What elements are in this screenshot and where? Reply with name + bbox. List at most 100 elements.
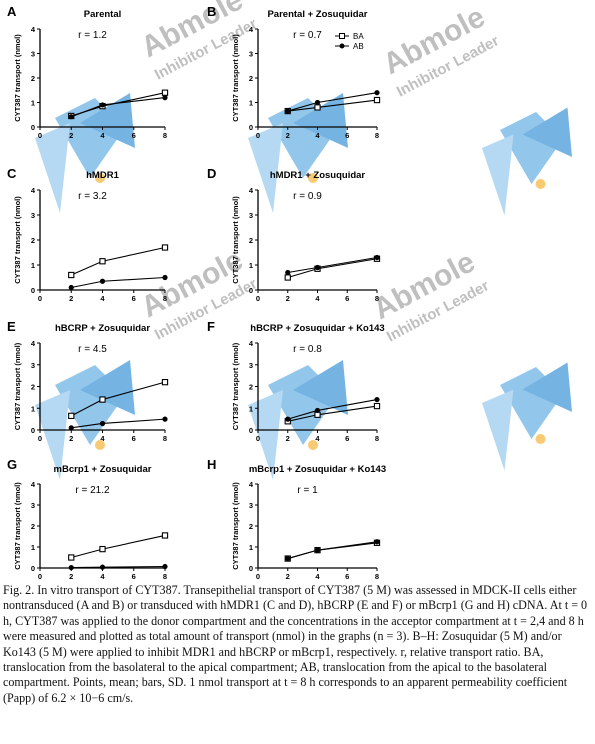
ratio-annotation: r = 1 xyxy=(297,485,318,496)
x-tick-label: 2 xyxy=(286,131,290,140)
chart-panel-b: B Parental + Zosuquidar r = 0.7 0 1 2 3 4 0 2 4 6 8 C… xyxy=(207,4,381,140)
y-tick-label: 3 xyxy=(31,361,35,370)
watermark-shape xyxy=(80,93,135,148)
x-tick-label: 2 xyxy=(286,294,290,303)
y-tick-label: 4 xyxy=(31,25,36,34)
y-tick-label: 2 xyxy=(249,383,253,392)
y-tick-label: 1 xyxy=(31,543,35,552)
x-tick-label: 6 xyxy=(345,131,349,140)
ratio-annotation: r = 0.9 xyxy=(293,191,322,202)
data-point-square xyxy=(161,378,169,386)
panel-letter: F xyxy=(207,319,215,334)
y-tick-label: 1 xyxy=(31,404,35,413)
chart-panel-a: A Parental r = 1.2 0 1 2 3 4 0 2 4 6 8 CYT387 transpo… xyxy=(7,4,169,140)
data-point-square xyxy=(68,412,75,420)
x-tick-label: 8 xyxy=(375,572,379,580)
watermark-shape xyxy=(35,123,70,213)
legend-label: AB xyxy=(353,42,364,51)
x-tick-label: 0 xyxy=(38,434,42,443)
x-tick-label: 8 xyxy=(375,294,379,303)
figure-caption: Fig. 2. In vitro transport of CYT387. Tr… xyxy=(3,583,588,705)
watermark-shape xyxy=(248,390,283,480)
y-axis-label: CYT387 transport (nmol) xyxy=(13,196,22,284)
y-tick-label: 4 xyxy=(31,339,36,348)
data-point-square xyxy=(99,545,106,553)
data-point-circle xyxy=(68,425,74,431)
x-tick-label: 4 xyxy=(315,131,320,140)
x-tick-label: 4 xyxy=(315,434,320,443)
watermark-dot xyxy=(535,179,546,189)
data-point-circle xyxy=(285,555,291,562)
data-point-square xyxy=(161,244,169,251)
y-tick-label: 2 xyxy=(31,522,35,531)
watermark-shape xyxy=(80,360,135,415)
panel-letter: C xyxy=(7,166,17,181)
y-axis-label: CYT387 transport (nmol) xyxy=(231,482,240,570)
watermark-logo xyxy=(482,362,572,471)
data-point-circle xyxy=(374,539,380,545)
x-tick-label: 6 xyxy=(345,434,349,443)
y-tick-label: 3 xyxy=(31,50,35,59)
data-point-circle xyxy=(68,564,74,571)
watermark-dot xyxy=(95,440,105,450)
x-tick-label: 4 xyxy=(100,572,105,580)
y-tick-label: 1 xyxy=(31,261,35,270)
y-axis-label: CYT387 transport (nmol) xyxy=(231,342,240,430)
legend-label: BA xyxy=(353,32,364,41)
x-tick-label: 0 xyxy=(38,572,42,580)
watermark-shape xyxy=(35,390,70,480)
chart-panels: A Parental r = 1.2 0 1 2 3 4 0 2 4 6 8 CYT387 transpo… xyxy=(7,4,386,580)
data-point-square xyxy=(99,258,106,265)
x-tick-label: 2 xyxy=(286,572,290,580)
panel-title: hMDR1 xyxy=(86,170,119,181)
ratio-annotation: r = 4.5 xyxy=(78,344,107,355)
x-tick-label: 0 xyxy=(256,572,260,580)
watermark-shape xyxy=(482,134,514,216)
x-tick-label: 8 xyxy=(375,131,379,140)
data-point-circle xyxy=(285,108,291,114)
ratio-annotation: r = 3.2 xyxy=(78,191,107,202)
data-point-circle xyxy=(314,264,321,271)
data-point-circle xyxy=(314,99,321,106)
ratio-annotation: r = 0.7 xyxy=(293,30,322,41)
y-tick-label: 2 xyxy=(31,383,35,392)
series-line xyxy=(71,534,166,559)
x-tick-label: 2 xyxy=(69,434,73,443)
data-point-circle xyxy=(162,563,168,570)
y-tick-label: 1 xyxy=(249,543,253,552)
y-tick-label: 0 xyxy=(31,564,35,573)
data-point-square xyxy=(373,96,381,104)
ratio-annotation: r = 21.2 xyxy=(75,485,110,496)
x-tick-label: 8 xyxy=(163,434,167,443)
y-tick-label: 3 xyxy=(249,50,253,59)
data-point-circle xyxy=(99,102,106,108)
data-point-circle xyxy=(99,420,106,427)
y-axis-label: CYT387 transport (nmol) xyxy=(231,34,240,122)
x-tick-label: 8 xyxy=(163,572,167,580)
data-point-circle xyxy=(374,254,380,261)
x-tick-label: 4 xyxy=(315,294,320,303)
panel-title: mBcrp1 + Zosuquidar xyxy=(54,464,152,475)
legend-swatch-square xyxy=(339,33,345,39)
y-tick-label: 1 xyxy=(249,404,253,413)
data-point-square xyxy=(99,396,106,403)
data-point-square xyxy=(161,532,169,539)
x-tick-label: 8 xyxy=(163,131,167,140)
x-tick-label: 2 xyxy=(69,572,73,580)
watermark-dot xyxy=(535,434,546,444)
x-tick-label: 4 xyxy=(315,572,320,580)
x-tick-label: 0 xyxy=(256,131,260,140)
panel-title: hBCRP + Zosuquidar xyxy=(55,323,150,334)
y-axis-label: CYT387 transport (nmol) xyxy=(13,482,22,570)
x-tick-label: 0 xyxy=(38,131,42,140)
y-tick-label: 4 xyxy=(31,480,36,489)
x-tick-label: 6 xyxy=(132,131,136,140)
y-tick-label: 4 xyxy=(31,186,36,195)
data-point-circle xyxy=(285,269,291,276)
panel-letter: A xyxy=(7,4,17,19)
